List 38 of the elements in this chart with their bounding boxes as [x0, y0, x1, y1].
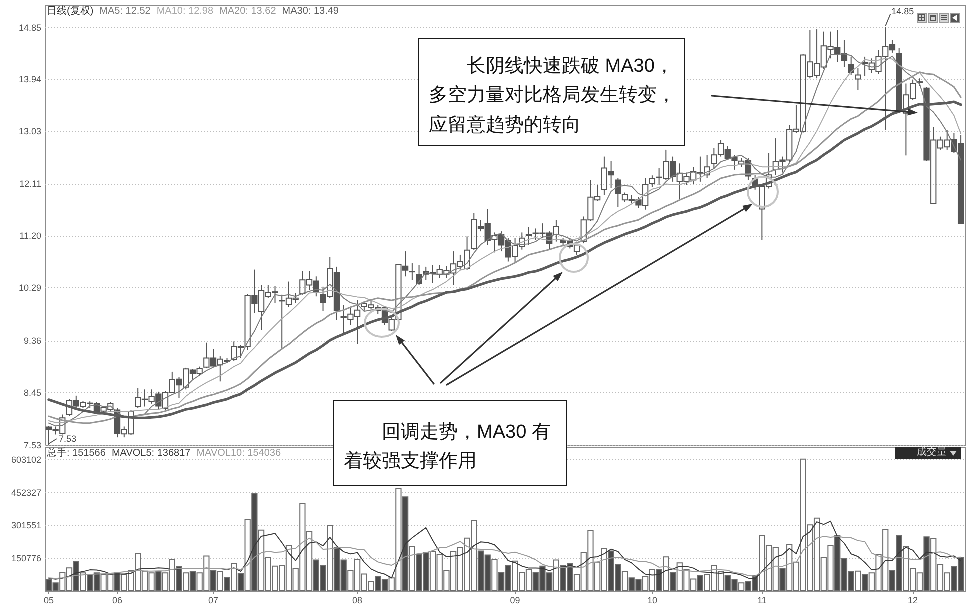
annotation: 14.85: [892, 6, 914, 16]
y-tick-label: 11.20: [20, 231, 42, 242]
x-tick-label: 11: [758, 596, 767, 606]
chart-title: 日线(复权): [47, 6, 94, 18]
y-tick-label: 12.11: [20, 179, 42, 190]
text: 总手: 151566: [47, 448, 106, 460]
line-series: [48, 536, 962, 580]
text: MA30: 13.49: [282, 6, 339, 18]
x-tick-label: 09: [510, 596, 520, 606]
y-tick-label: 13.03: [18, 126, 42, 137]
x-tick-label: 05: [44, 596, 54, 606]
candlestick: [409, 263, 416, 281]
y-tick-label: 9.36: [24, 336, 42, 346]
line-series: [48, 520, 962, 580]
y-tick-label: 603102: [11, 454, 42, 465]
x-tick-label: 07: [208, 596, 219, 606]
x-tick-label: 06: [112, 596, 123, 606]
y-tick-label: 8.45: [24, 388, 42, 398]
annotation: 长阴线快速跌破 MA30，多空力量对比格局发生转变，应留意趋势的转向: [418, 38, 685, 146]
y-tick-label: 150776: [11, 554, 42, 564]
x-tick-label: 08: [352, 596, 363, 606]
text: MAVOL5: 136817: [112, 448, 191, 460]
y-tick-label: 13.94: [18, 74, 42, 85]
y-tick-label: 14.85: [18, 22, 42, 33]
y-tick-label: 452327: [11, 488, 42, 498]
text: MA5: 12.52: [100, 6, 151, 18]
annotation: 回调走势，MA30 有着较强支撑作用: [333, 400, 567, 486]
dropdown-box: 成交量: [895, 447, 961, 459]
y-tick-label: 10.29: [18, 282, 42, 293]
x-tick-label: 10: [647, 596, 658, 606]
candlestick: [526, 226, 532, 246]
y-tick-label: 7.53: [24, 440, 42, 450]
text: MAVOL10: 154036: [196, 448, 282, 460]
text: MA20: 13.62: [220, 6, 276, 18]
x-tick-label: 12: [908, 596, 918, 606]
y-tick-label: 301551: [11, 520, 42, 531]
text: MA10: 12.98: [156, 6, 214, 18]
annotation: 7.53: [58, 434, 76, 444]
